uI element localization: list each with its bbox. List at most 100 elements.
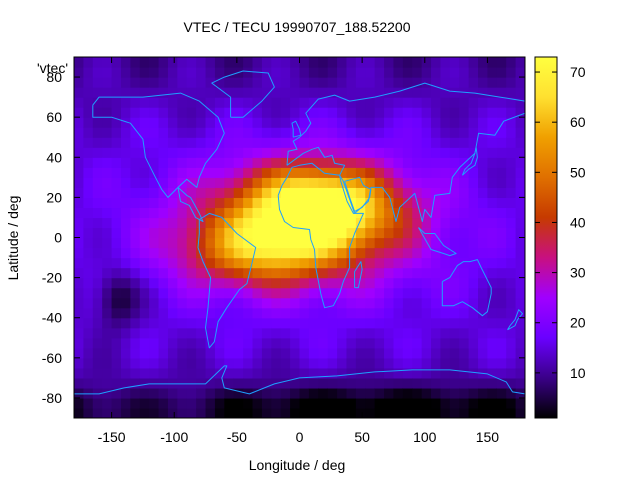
heatmap-cell <box>468 367 479 379</box>
heatmap-cell <box>384 337 395 349</box>
heatmap-cell <box>402 197 413 209</box>
heatmap-cell <box>365 247 376 259</box>
heatmap-cell <box>130 297 141 309</box>
heatmap-cell <box>365 277 376 289</box>
heatmap-cell <box>337 187 348 198</box>
heatmap-cell <box>74 67 84 78</box>
heatmap-cell <box>393 97 404 108</box>
heatmap-cell <box>496 67 507 78</box>
heatmap-cell <box>139 317 150 329</box>
heatmap-cell <box>92 147 103 158</box>
heatmap-cell <box>459 147 470 158</box>
heatmap-cell <box>355 287 366 299</box>
heatmap-cell <box>233 327 244 339</box>
heatmap-cell <box>167 197 178 209</box>
coastline-south-america <box>197 212 257 349</box>
heatmap-cell <box>177 217 188 229</box>
heatmap-cell <box>440 277 451 289</box>
heatmap-cell <box>252 277 263 289</box>
heatmap-cell <box>102 267 113 279</box>
heatmap-cell <box>449 257 460 269</box>
heatmap-cell <box>111 77 122 88</box>
heatmap-cell <box>83 387 94 399</box>
heatmap-cell <box>149 357 160 369</box>
heatmap-cell <box>337 77 348 88</box>
heatmap-cell <box>402 307 413 319</box>
heatmap-cell <box>515 337 525 349</box>
heatmap-cell <box>374 107 385 118</box>
heatmap-cell <box>393 197 404 209</box>
heatmap-cell <box>186 287 197 299</box>
heatmap-cell <box>233 57 244 68</box>
heatmap-cell <box>261 267 272 279</box>
heatmap-cell <box>449 97 460 108</box>
heatmap-cell <box>412 287 423 299</box>
heatmap-cell <box>346 297 357 309</box>
heatmap-cell <box>449 297 460 309</box>
heatmap-cell <box>74 347 84 359</box>
heatmap-cell <box>214 287 225 299</box>
x-tick-label: -50 <box>227 429 247 445</box>
heatmap-cell <box>496 197 507 209</box>
heatmap-cell <box>318 57 329 68</box>
heatmap-cell <box>196 277 207 289</box>
heatmap-cell <box>487 257 498 269</box>
heatmap-cell <box>252 347 263 359</box>
heatmap-cell <box>74 257 84 269</box>
heatmap-cell <box>252 397 263 409</box>
heatmap-cell <box>83 357 94 369</box>
heatmap-cell <box>92 207 103 219</box>
heatmap-cell <box>346 257 357 269</box>
heatmap-cell <box>177 317 188 329</box>
heatmap-cell <box>196 157 207 168</box>
heatmap-cell <box>205 157 216 168</box>
heatmap-cell <box>130 387 141 399</box>
heatmap-cell <box>440 387 451 399</box>
x-tick-label: 150 <box>476 429 500 445</box>
heatmap-cell <box>468 147 479 158</box>
heatmap-cell <box>337 147 348 158</box>
heatmap-cell <box>393 117 404 128</box>
heatmap-cell <box>327 127 338 138</box>
heatmap-cell <box>177 367 188 379</box>
heatmap-cell <box>355 77 366 88</box>
heatmap-cell <box>196 327 207 339</box>
heatmap-cell <box>393 87 404 98</box>
heatmap-cell <box>346 127 357 138</box>
heatmap-cell <box>515 57 525 68</box>
heatmap-cell <box>393 317 404 329</box>
heatmap-cell <box>506 267 517 279</box>
heatmap-cell <box>318 87 329 98</box>
heatmap-cell <box>515 117 525 128</box>
heatmap-cell <box>468 347 479 359</box>
heatmap-cell <box>468 177 479 188</box>
heatmap-cell <box>374 217 385 229</box>
heatmap-cell <box>299 387 310 399</box>
heatmap-cell <box>177 327 188 339</box>
heatmap-cell <box>74 207 84 219</box>
heatmap-cell <box>478 187 489 198</box>
heatmap-cell <box>402 87 413 98</box>
heatmap-cell <box>196 237 207 249</box>
heatmap-cell <box>487 287 498 299</box>
heatmap-cell <box>449 307 460 319</box>
heatmap-cell <box>149 347 160 359</box>
heatmap-cell <box>280 67 291 78</box>
heatmap-cell <box>158 157 169 168</box>
heatmap-cell <box>280 187 291 198</box>
heatmap-cell <box>261 137 272 148</box>
heatmap-cell <box>421 317 432 329</box>
heatmap-cell <box>402 367 413 379</box>
heatmap-cell <box>327 317 338 329</box>
heatmap-cell <box>149 107 160 118</box>
heatmap-cell <box>130 277 141 289</box>
heatmap-cell <box>496 207 507 219</box>
heatmap-cell <box>252 357 263 369</box>
heatmap-cell <box>374 357 385 369</box>
heatmap-cell <box>186 107 197 118</box>
heatmap-cell <box>412 257 423 269</box>
heatmap-cell <box>308 157 319 168</box>
heatmap-cell <box>318 307 329 319</box>
heatmap-cell <box>111 137 122 148</box>
heatmap-cell <box>346 337 357 349</box>
